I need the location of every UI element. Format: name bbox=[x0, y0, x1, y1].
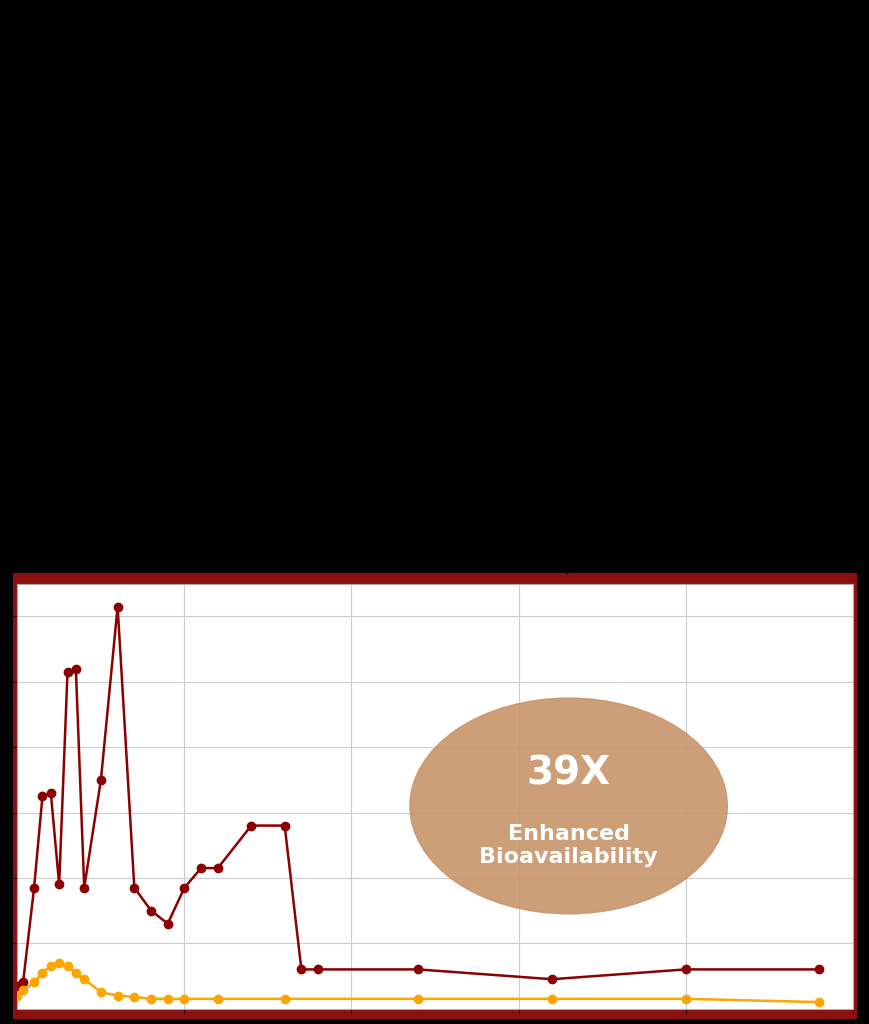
Curcugen bbox=[295, 964, 306, 976]
C-95 bbox=[163, 992, 173, 1005]
Title: Free Curcumin Plasma Concentration v/s Time: Free Curcumin Plasma Concentration v/s T… bbox=[243, 558, 626, 577]
Curcugen bbox=[163, 918, 173, 930]
C-95 bbox=[680, 992, 690, 1005]
Curcugen bbox=[212, 862, 222, 874]
Curcugen bbox=[96, 774, 106, 786]
C-95 bbox=[54, 956, 64, 969]
C-95 bbox=[129, 991, 139, 1004]
Curcugen bbox=[63, 666, 73, 678]
C-95 bbox=[546, 992, 556, 1005]
Curcugen bbox=[179, 882, 189, 894]
C-95 bbox=[212, 992, 222, 1005]
Curcugen bbox=[112, 600, 123, 612]
C-95 bbox=[45, 961, 56, 973]
Text: 39X: 39X bbox=[526, 755, 610, 793]
C-95 bbox=[413, 992, 423, 1005]
C-95 bbox=[12, 989, 23, 1001]
Curcugen bbox=[29, 882, 39, 894]
Curcugen bbox=[546, 973, 556, 985]
Curcugen bbox=[680, 964, 690, 976]
C-95 bbox=[70, 967, 81, 979]
C-95 bbox=[279, 992, 289, 1005]
Line: C-95: C-95 bbox=[13, 958, 822, 1007]
C-95 bbox=[18, 984, 29, 996]
C-95 bbox=[112, 989, 123, 1001]
Curcugen bbox=[246, 819, 256, 831]
Curcugen bbox=[313, 964, 323, 976]
Curcugen bbox=[79, 882, 90, 894]
Curcugen bbox=[413, 964, 423, 976]
C-95 bbox=[813, 996, 824, 1009]
Curcugen bbox=[196, 862, 206, 874]
Curcugen bbox=[12, 980, 23, 992]
C-95 bbox=[29, 976, 39, 988]
Curcugen bbox=[813, 964, 824, 976]
Text: Enhanced
Bioavailability: Enhanced Bioavailability bbox=[479, 823, 657, 866]
Curcugen bbox=[54, 879, 64, 891]
Curcugen bbox=[279, 819, 289, 831]
Line: Curcugen: Curcugen bbox=[13, 602, 822, 990]
C-95 bbox=[179, 992, 189, 1005]
Curcugen bbox=[45, 786, 56, 799]
Ellipse shape bbox=[409, 698, 726, 913]
Curcugen bbox=[129, 882, 139, 894]
C-95 bbox=[63, 961, 73, 973]
C-95 bbox=[37, 967, 48, 979]
Curcugen bbox=[18, 976, 29, 988]
Legend: Curcugen, C-95: Curcugen, C-95 bbox=[867, 699, 869, 765]
Curcugen bbox=[70, 663, 81, 675]
C-95 bbox=[96, 986, 106, 998]
Curcugen bbox=[146, 904, 156, 916]
C-95 bbox=[79, 973, 90, 985]
Curcugen bbox=[37, 791, 48, 803]
C-95 bbox=[146, 992, 156, 1005]
